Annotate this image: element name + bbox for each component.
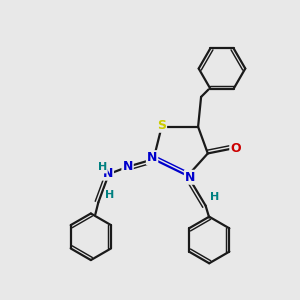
Text: N: N [147,151,157,164]
Text: N: N [103,167,113,180]
Text: S: S [157,119,166,132]
Text: N: N [122,160,133,172]
Text: O: O [230,142,241,155]
Text: N: N [185,171,195,184]
Text: H: H [210,192,219,202]
Text: H: H [98,163,107,172]
Text: H: H [105,190,114,200]
